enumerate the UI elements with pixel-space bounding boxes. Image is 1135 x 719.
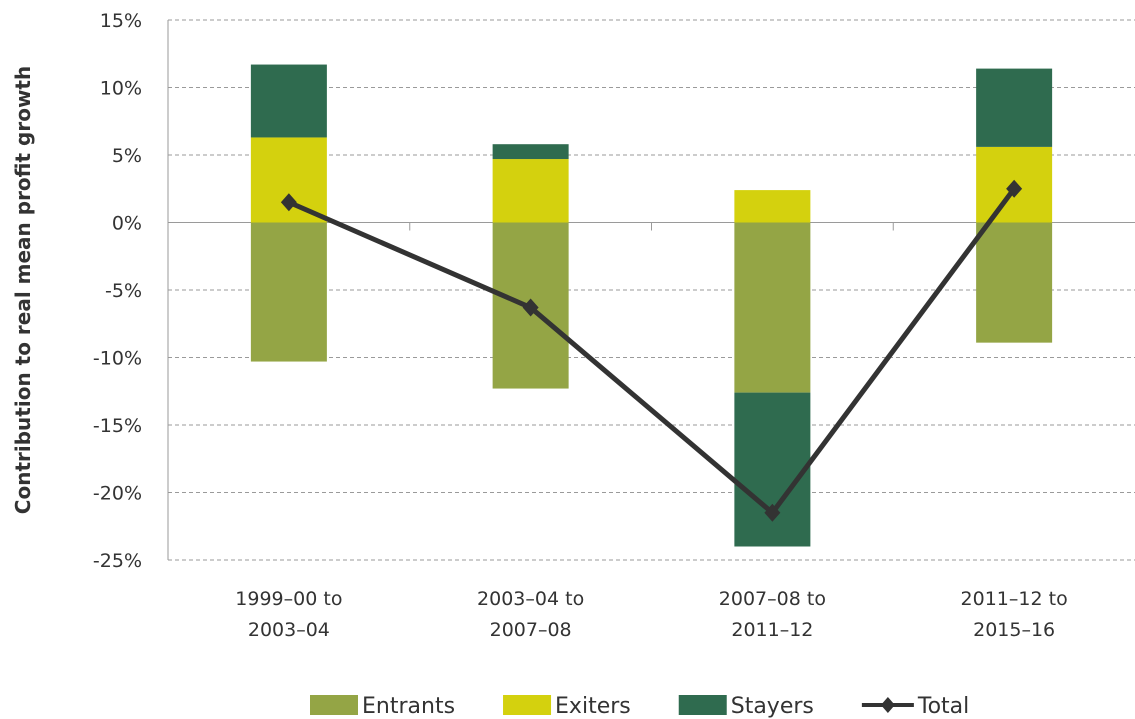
legend-label: Exiters: [555, 694, 631, 719]
line-marker: [1006, 179, 1023, 198]
x-tick-label-line: 1999–00 to: [235, 588, 342, 610]
x-tick-label-line: 2003–04 to: [477, 588, 584, 610]
bar: [734, 190, 811, 223]
legend-swatch: [503, 695, 552, 715]
x-tick-label: 2011–12 to 2015–16: [961, 588, 1068, 641]
y-tick-label: -25%: [93, 550, 142, 572]
x-tick-label: 2007–08 to 2011–12: [719, 588, 826, 641]
x-tick-label-line: 2007–08 to: [719, 588, 826, 610]
x-tick-label-line: 2011–12 to: [961, 588, 1068, 610]
x-tick-label: 1999–00 to 2003–04: [235, 588, 342, 641]
y-tick-label: -20%: [93, 483, 142, 505]
y-tick-label: -10%: [93, 348, 142, 370]
y-tick-label: 5%: [112, 145, 142, 167]
line-marker: [522, 298, 539, 317]
y-tick-label: 15%: [100, 10, 142, 32]
line-marker: [764, 503, 781, 522]
legend-label: Total: [917, 694, 969, 719]
x-tick-label-line: 2007–08: [490, 619, 572, 641]
bar: [976, 68, 1053, 147]
y-tick-label: -15%: [93, 415, 142, 437]
legend-label: Entrants: [362, 694, 455, 719]
x-tick-label: 2003–04 to 2007–08: [477, 588, 584, 641]
legend-swatch: [678, 695, 727, 715]
bar: [734, 222, 811, 393]
legend-label: Stayers: [731, 694, 814, 719]
x-tick-label-line: 2015–16: [973, 619, 1055, 641]
legend-swatch: [310, 695, 358, 715]
y-tick-label: 10%: [100, 78, 142, 100]
bar: [492, 144, 569, 160]
bar: [250, 64, 327, 138]
y-tick-label: -5%: [105, 280, 142, 302]
x-tick-label-line: 2011–12: [731, 619, 813, 641]
x-tick-label-line: 2003–04: [248, 619, 330, 641]
bar: [250, 222, 327, 362]
legend-marker: [880, 697, 895, 713]
bar: [492, 159, 569, 223]
bar: [734, 392, 811, 547]
bar: [976, 222, 1053, 343]
y-tick-label: 0%: [112, 213, 142, 235]
line: [287, 187, 1017, 516]
y-axis-label: Contribution to real mean profit growth: [11, 66, 35, 514]
line-marker: [280, 193, 297, 212]
